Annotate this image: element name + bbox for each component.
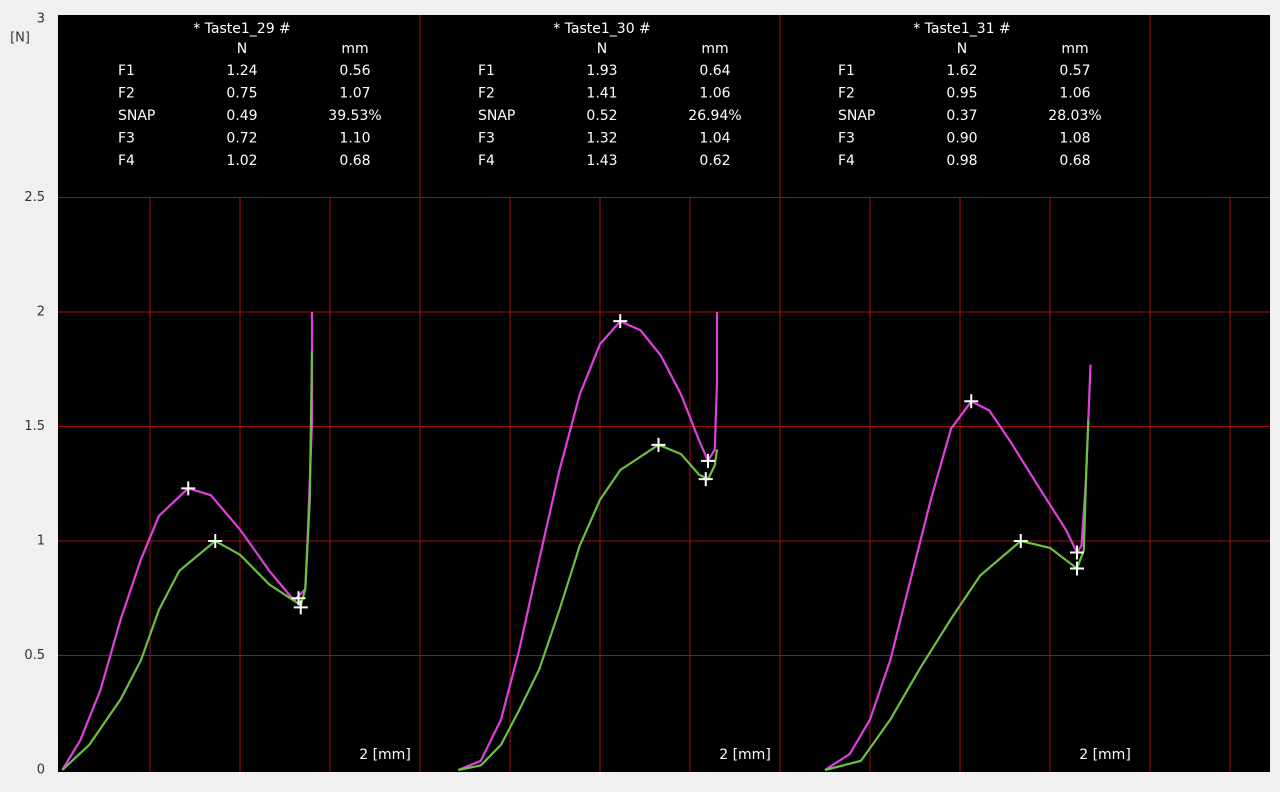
table-value: 39.53%	[328, 108, 381, 124]
y-tick-label: 1	[37, 534, 45, 549]
measure-cross	[1013, 534, 1028, 548]
table-value: 0.90	[946, 131, 977, 147]
row-label: F3	[838, 131, 855, 147]
column-header: mm	[701, 41, 728, 57]
table-value: 1.62	[946, 63, 977, 79]
measure-cross	[964, 394, 979, 409]
table-value: 1.41	[586, 86, 617, 102]
row-label: F1	[118, 63, 135, 79]
x-axis-label: 2 [mm]	[1079, 747, 1131, 763]
measure-cross	[1070, 545, 1084, 560]
row-label: F1	[838, 63, 855, 79]
measure-cross	[208, 534, 223, 548]
row-label: SNAP	[838, 108, 875, 124]
table-value: 0.56	[339, 63, 370, 79]
row-label: SNAP	[478, 108, 515, 124]
force-curve	[824, 364, 1092, 771]
table-value: 1.08	[1059, 131, 1090, 147]
measure-cross	[613, 314, 628, 329]
column-header: N	[237, 41, 247, 57]
table-value: 0.68	[339, 153, 370, 169]
plot-background	[58, 15, 1270, 772]
table-value: 0.57	[1059, 63, 1090, 79]
panel-title: * Taste1_30 #	[553, 21, 651, 37]
table-value: 1.93	[586, 63, 617, 79]
table-value: 1.10	[339, 131, 370, 147]
measure-cross	[701, 453, 715, 468]
row-label: F2	[478, 86, 495, 102]
table-value: 0.98	[946, 153, 977, 169]
y-tick-label: 3	[37, 12, 45, 27]
table-value: 0.49	[226, 108, 257, 124]
row-label: F4	[478, 153, 495, 169]
x-axis-label: 2 [mm]	[359, 747, 411, 763]
row-label: F3	[118, 131, 135, 147]
table-value: 0.62	[699, 153, 730, 169]
column-header: mm	[1061, 41, 1088, 57]
table-value: 1.02	[226, 153, 257, 169]
panel-title: * Taste1_29 #	[193, 21, 291, 37]
y-axis-label: [N]	[10, 31, 30, 46]
row-label: F2	[118, 86, 135, 102]
column-header: N	[957, 41, 967, 57]
y-tick-label: 0	[37, 763, 45, 778]
table-value: 1.06	[699, 86, 730, 102]
row-label: F4	[838, 153, 855, 169]
measure-cross	[293, 600, 308, 615]
table-value: 0.95	[946, 86, 977, 102]
table-value: 0.75	[226, 86, 257, 102]
force-curve	[824, 419, 1090, 772]
table-value: 1.06	[1059, 86, 1090, 102]
x-axis-label: 2 [mm]	[719, 747, 771, 763]
panel-title: * Taste1_31 #	[913, 21, 1011, 37]
table-value: 0.52	[586, 108, 617, 124]
table-value: 1.43	[586, 153, 617, 169]
column-header: N	[597, 41, 607, 57]
table-value: 0.72	[226, 131, 257, 147]
table-value: 0.37	[946, 108, 977, 124]
measure-cross	[291, 591, 306, 606]
y-tick-label: 1.5	[24, 419, 45, 434]
table-value: 26.94%	[688, 108, 741, 124]
measure-cross	[651, 437, 666, 452]
y-tick-label: 0.5	[24, 648, 45, 663]
row-label: SNAP	[118, 108, 155, 124]
table-value: 28.03%	[1048, 108, 1101, 124]
table-value: 1.07	[339, 86, 370, 102]
measure-cross	[1070, 561, 1084, 576]
row-label: F2	[838, 86, 855, 102]
row-label: F1	[478, 63, 495, 79]
y-tick-label: 2.5	[24, 190, 45, 205]
row-label: F3	[478, 131, 495, 147]
measure-cross	[698, 472, 713, 487]
table-value: 0.68	[1059, 153, 1090, 169]
column-header: mm	[341, 41, 368, 57]
table-value: 0.64	[699, 63, 730, 79]
y-tick-label: 2	[37, 305, 45, 320]
measure-cross	[181, 481, 196, 496]
row-label: F4	[118, 153, 135, 169]
table-value: 1.04	[699, 131, 730, 147]
table-value: 1.24	[226, 63, 257, 79]
table-value: 1.32	[586, 131, 617, 147]
